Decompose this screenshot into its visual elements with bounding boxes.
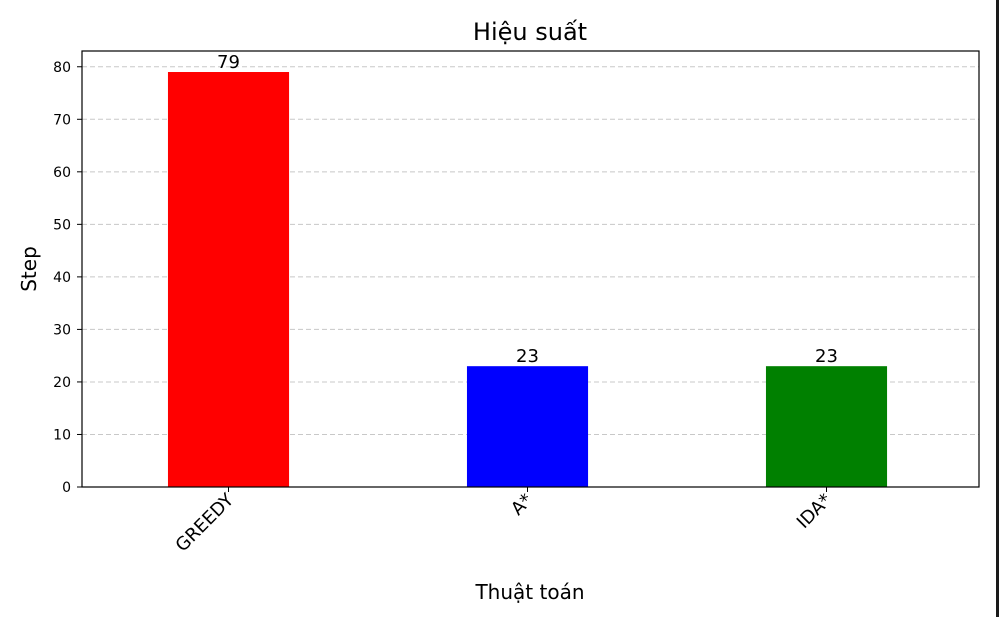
bar-value-label: 23 [815,346,838,367]
bar-value-label: 79 [217,52,240,73]
y-tick-label: 60 [53,165,71,181]
bar-greedy [167,72,290,487]
x-tick-label: GREEDY [172,489,239,556]
y-tick-label: 40 [53,270,71,286]
y-axis-ticks: 0 10 20 30 40 50 60 70 80 [53,60,82,496]
y-tick-label: 30 [53,322,71,338]
plot-frame [81,50,980,488]
y-tick-label: 80 [53,60,71,76]
x-axis-label: Thuật toán [474,580,584,604]
bar-ida- [765,366,888,487]
x-tick-label: IDA* [793,490,836,533]
y-tick-label: 70 [53,112,71,128]
window-edge [996,0,999,617]
bar-a- [466,366,589,487]
y-tick-label: 50 [53,217,71,233]
y-axis-label: Step [17,246,41,292]
bar-value-label: 23 [516,346,539,367]
bars: 79 23 23 [167,52,888,487]
x-axis-ticks: GREEDY A* IDA* [172,487,836,556]
y-tick-label: 20 [53,375,71,391]
x-tick-label: A* [507,490,537,520]
chart-title: Hiệu suất [473,18,587,46]
y-tick-label: 10 [53,427,71,443]
y-tick-label: 0 [62,480,71,496]
